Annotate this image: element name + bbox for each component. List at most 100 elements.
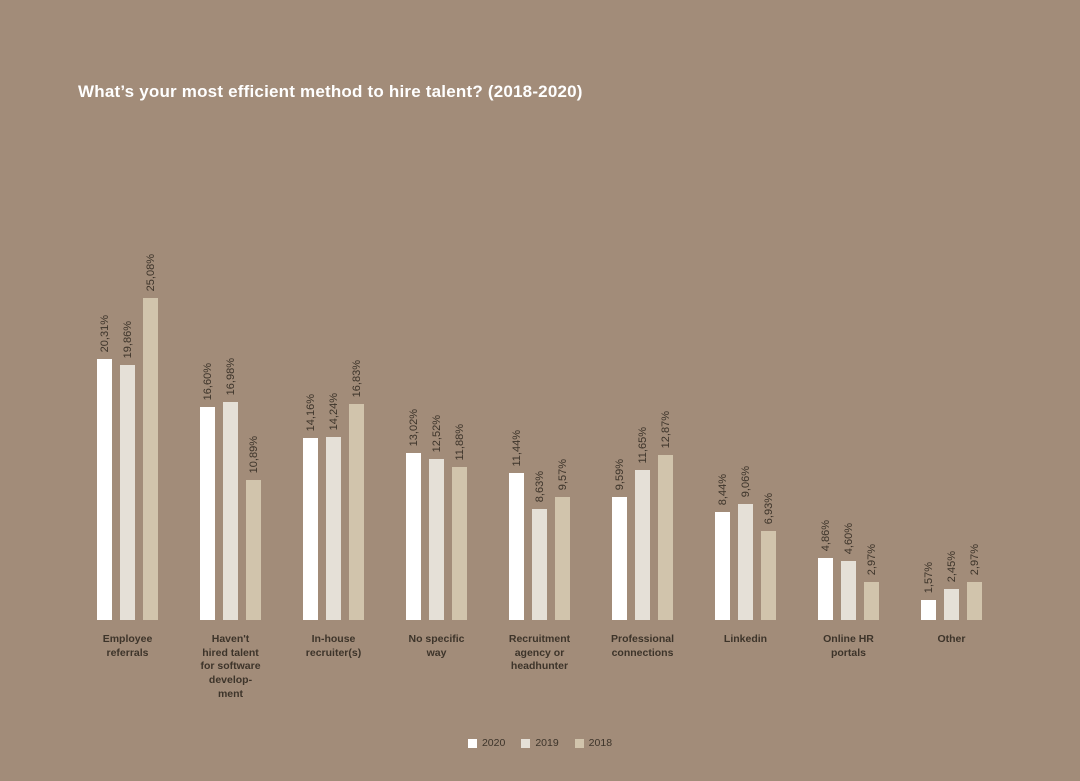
bar-value-label: 8,63% [533, 470, 546, 502]
bar-2018 [967, 582, 982, 620]
bar-2020 [715, 512, 730, 620]
category-group: 13,02% 12,52% 11,88% No specific way [385, 160, 488, 659]
category-label: Online HR portals [823, 633, 874, 659]
legend-label-2020: 2020 [481, 737, 506, 749]
bar-2020 [406, 453, 421, 620]
bar-value-label: 14,24% [327, 392, 340, 430]
legend: 2020 2019 2018 [0, 737, 1080, 749]
bar-column: 16,98% [223, 160, 238, 620]
legend-swatch-2019 [521, 738, 531, 748]
bar-2018 [761, 531, 776, 620]
category-label: In-house recruiter(s) [305, 633, 362, 659]
bar-2018 [452, 467, 467, 620]
bar-trio: 8,44% 9,06% 6,93% [715, 160, 776, 620]
bar-column: 9,06% [738, 160, 753, 620]
bar-column: 14,16% [303, 160, 318, 620]
legend-item-2019: 2019 [521, 737, 559, 749]
bar-value-label: 9,59% [613, 458, 626, 490]
bar-2020 [200, 407, 215, 620]
bar-column: 8,63% [532, 160, 547, 620]
bar-2019 [532, 509, 547, 620]
bar-value-label: 12,87% [659, 410, 672, 448]
bar-value-label: 4,60% [842, 522, 855, 554]
bar-value-label: 4,86% [819, 519, 832, 551]
legend-item-2020: 2020 [467, 737, 506, 749]
bar-trio: 13,02% 12,52% 11,88% [406, 160, 467, 620]
bar-value-label: 25,08% [144, 253, 157, 291]
bar-value-label: 2,97% [968, 543, 981, 575]
bar-column: 13,02% [406, 160, 421, 620]
bar-2019 [223, 402, 238, 620]
bar-value-label: 14,16% [304, 393, 317, 431]
bar-column: 9,57% [555, 160, 570, 620]
category-group: 16,60% 16,98% 10,89% Haven't hired talent f… [179, 160, 282, 700]
category-group: 4,86% 4,60% 2,97% Online HR portals [797, 160, 900, 659]
bar-trio: 16,60% 16,98% 10,89% [200, 160, 261, 620]
bar-trio: 1,57% 2,45% 2,97% [921, 160, 982, 620]
category-label: Employee referrals [102, 633, 153, 659]
bar-2020 [509, 473, 524, 620]
bar-trio: 4,86% 4,60% 2,97% [818, 160, 879, 620]
bar-column: 11,88% [452, 160, 467, 620]
bar-2020 [97, 359, 112, 620]
category-label: Linkedin [723, 633, 768, 645]
bar-column: 25,08% [143, 160, 158, 620]
bar-column: 4,60% [841, 160, 856, 620]
bar-column: 9,59% [612, 160, 627, 620]
bar-2019 [326, 437, 341, 620]
bar-column: 10,89% [246, 160, 261, 620]
bar-value-label: 13,02% [407, 408, 420, 446]
bar-value-label: 11,65% [636, 426, 649, 464]
bar-column: 2,97% [864, 160, 879, 620]
bar-trio: 14,16% 14,24% 16,83% [303, 160, 364, 620]
bar-trio: 9,59% 11,65% 12,87% [612, 160, 673, 620]
bar-2018 [246, 480, 261, 620]
bar-value-label: 16,60% [201, 362, 214, 400]
bar-column: 14,24% [326, 160, 341, 620]
bar-column: 11,65% [635, 160, 650, 620]
category-group: 11,44% 8,63% 9,57% Recruitment agency or he… [488, 160, 591, 673]
bar-column: 1,57% [921, 160, 936, 620]
bar-2018 [143, 298, 158, 620]
legend-item-2018: 2018 [574, 737, 613, 749]
category-label: Other [937, 633, 966, 645]
bar-2018 [658, 455, 673, 620]
bar-column: 2,45% [944, 160, 959, 620]
bar-column: 20,31% [97, 160, 112, 620]
legend-label-2018: 2018 [588, 737, 613, 749]
category-label: Haven't hired talent for software develo… [200, 633, 261, 700]
bar-value-label: 8,44% [716, 473, 729, 505]
bar-value-label: 10,89% [247, 435, 260, 473]
bar-column: 6,93% [761, 160, 776, 620]
bar-value-label: 6,93% [762, 492, 775, 524]
bar-value-label: 16,98% [224, 357, 237, 395]
bar-value-label: 2,97% [865, 543, 878, 575]
bar-value-label: 1,57% [922, 561, 935, 593]
bar-column: 2,97% [967, 160, 982, 620]
bar-2019 [120, 365, 135, 620]
bar-trio: 11,44% 8,63% 9,57% [509, 160, 570, 620]
bar-2020 [921, 600, 936, 620]
bar-column: 11,44% [509, 160, 524, 620]
bar-chart: 20,31% 19,86% 25,08% Employee referrals 16,6… [76, 160, 1003, 700]
bar-value-label: 9,06% [739, 465, 752, 497]
category-group: 8,44% 9,06% 6,93% Linkedin [694, 160, 797, 645]
category-group: 20,31% 19,86% 25,08% Employee referrals [76, 160, 179, 659]
bar-2020 [818, 558, 833, 620]
category-label: Recruitment agency or headhunter [508, 633, 571, 673]
bar-2018 [864, 582, 879, 620]
bar-2018 [555, 497, 570, 620]
bar-value-label: 12,52% [430, 414, 443, 452]
bar-column: 19,86% [120, 160, 135, 620]
bar-2019 [944, 589, 959, 620]
category-label: No specific way [408, 633, 465, 659]
legend-label-2019: 2019 [535, 737, 559, 749]
bar-column: 16,60% [200, 160, 215, 620]
bar-2020 [303, 438, 318, 620]
bar-column: 8,44% [715, 160, 730, 620]
bar-2019 [738, 504, 753, 620]
bar-2019 [429, 459, 444, 620]
bar-value-label: 9,57% [556, 458, 569, 490]
bar-trio: 20,31% 19,86% 25,08% [97, 160, 158, 620]
